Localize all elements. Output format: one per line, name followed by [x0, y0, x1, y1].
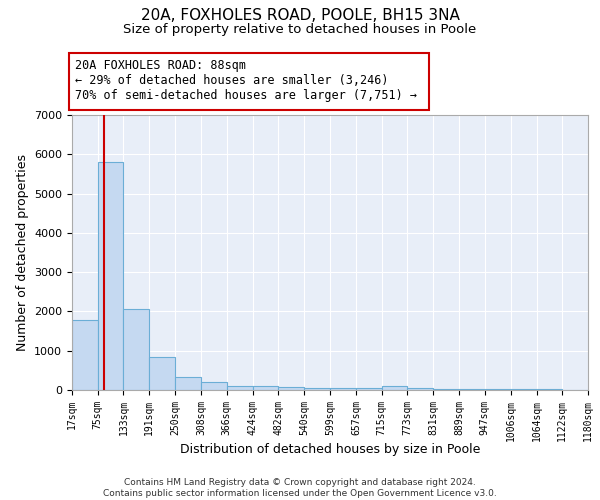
- Bar: [175, 377, 201, 390]
- Text: Size of property relative to detached houses in Poole: Size of property relative to detached ho…: [124, 22, 476, 36]
- Bar: [459, 389, 485, 390]
- Bar: [72, 320, 98, 390]
- Text: Distribution of detached houses by size in Poole: Distribution of detached houses by size …: [180, 442, 480, 456]
- Bar: [433, 388, 459, 390]
- Bar: [124, 310, 149, 390]
- Text: 20A, FOXHOLES ROAD, POOLE, BH15 3NA: 20A, FOXHOLES ROAD, POOLE, BH15 3NA: [140, 8, 460, 22]
- Text: Contains HM Land Registry data © Crown copyright and database right 2024.
Contai: Contains HM Land Registry data © Crown c…: [103, 478, 497, 498]
- Bar: [382, 386, 407, 390]
- Bar: [356, 388, 382, 390]
- Bar: [227, 386, 253, 390]
- Bar: [253, 386, 278, 390]
- Text: 20A FOXHOLES ROAD: 88sqm
← 29% of detached houses are smaller (3,246)
70% of sem: 20A FOXHOLES ROAD: 88sqm ← 29% of detach…: [75, 58, 417, 102]
- Y-axis label: Number of detached properties: Number of detached properties: [16, 154, 29, 351]
- Bar: [149, 358, 175, 390]
- Bar: [485, 389, 511, 390]
- Bar: [330, 388, 356, 390]
- Bar: [98, 162, 124, 390]
- Bar: [201, 382, 227, 390]
- Bar: [304, 388, 330, 390]
- Bar: [278, 387, 304, 390]
- Bar: [407, 388, 433, 390]
